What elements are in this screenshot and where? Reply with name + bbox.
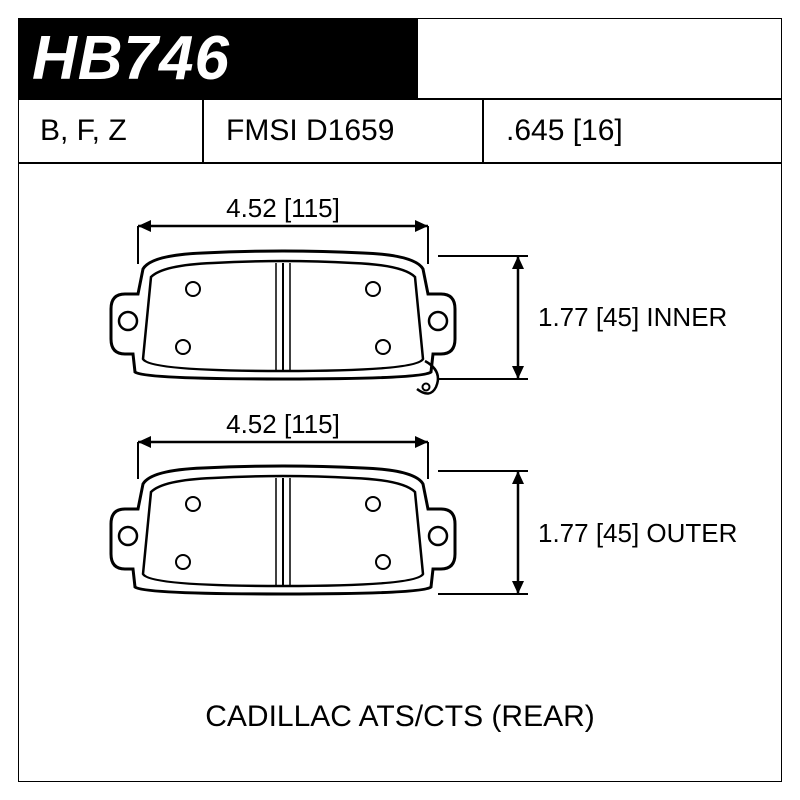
application-label: CADILLAC ATS/CTS (REAR) bbox=[0, 700, 800, 734]
compounds-cell: B, F, Z bbox=[18, 100, 204, 162]
part-number-title: HB746 bbox=[18, 18, 418, 98]
inner-height-dim: 1.77 [45] INNER bbox=[438, 256, 727, 379]
thickness-cell: .645 [16] bbox=[484, 100, 782, 162]
spec-row: B, F, Z FMSI D1659 .645 [16] bbox=[18, 98, 782, 164]
outer-height-dim: 1.77 [45] OUTER bbox=[438, 471, 737, 594]
part-number-text: HB746 bbox=[32, 23, 230, 94]
outer-height-text: 1.77 [45] OUTER bbox=[538, 518, 737, 548]
inner-width-text: 4.52 [115] bbox=[226, 193, 340, 223]
outer-width-text: 4.52 [115] bbox=[226, 409, 340, 439]
outer-pad bbox=[111, 466, 455, 594]
fmsi-cell: FMSI D1659 bbox=[204, 100, 484, 162]
diagram-area: 4.52 [115] 1.77 [45] INNER 4.52 [115] bbox=[18, 164, 782, 700]
inner-height-text: 1.77 [45] INNER bbox=[538, 302, 727, 332]
inner-pad bbox=[111, 251, 455, 394]
